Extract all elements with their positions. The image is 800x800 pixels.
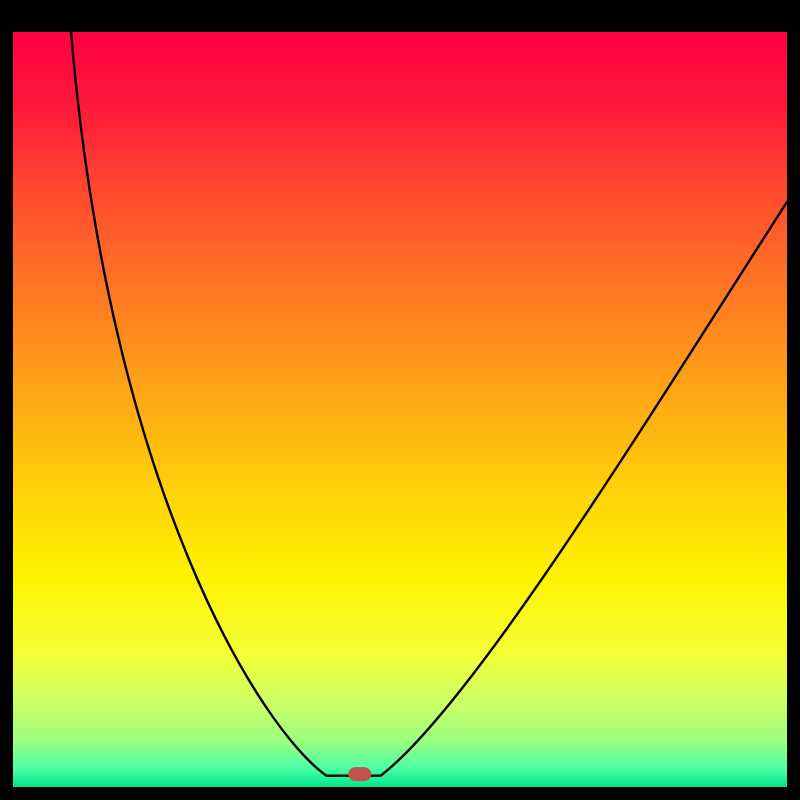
chart-plot-area — [13, 32, 787, 787]
bottleneck-curve — [13, 32, 787, 787]
frame-left — [0, 0, 13, 800]
frame-top — [0, 0, 800, 32]
frame-bottom — [0, 787, 800, 800]
optimal-point-marker — [348, 767, 371, 781]
frame-right — [787, 0, 800, 800]
